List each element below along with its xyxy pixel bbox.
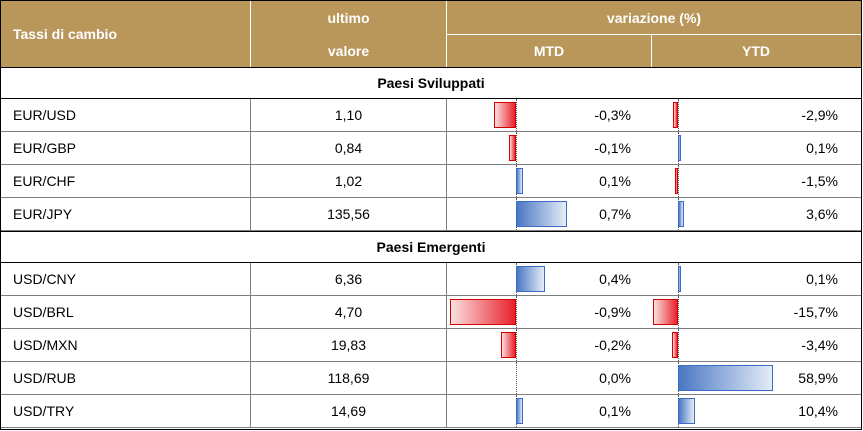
mtd-change: -0,2% (594, 337, 631, 353)
ytd-bar (678, 398, 695, 424)
currency-pair: EUR/GBP (13, 140, 77, 156)
mtd-bar (501, 332, 516, 358)
table-row: USD/CNY 6,36 0,4% 0,1% (1, 263, 861, 296)
currency-pair: USD/BRL (13, 304, 74, 320)
currency-pair: EUR/JPY (13, 206, 73, 222)
ytd-change: -3,4% (801, 337, 838, 353)
mtd-bar (516, 398, 524, 424)
section-title: Paesi Sviluppati (1, 67, 861, 99)
currency-pair: USD/RUB (13, 370, 77, 386)
mtd-change: -0,3% (594, 107, 631, 123)
ytd-bar (678, 135, 681, 161)
ytd-bar (673, 102, 678, 128)
mtd-change: 0,7% (599, 206, 631, 222)
last-value: 14,69 (330, 403, 367, 419)
mtd-change: 0,4% (599, 271, 631, 287)
mtd-bar (516, 201, 568, 227)
last-value: 0,84 (334, 140, 363, 156)
ytd-change: 0,1% (806, 140, 838, 156)
ytd-bar (652, 299, 678, 325)
currency-pair: USD/CNY (13, 271, 77, 287)
ytd-change: -15,7% (793, 304, 838, 320)
table-row: EUR/JPY 135,56 0,7% 3,6% (1, 198, 861, 231)
last-value: 6,36 (334, 271, 363, 287)
mtd-change: -0,1% (594, 140, 631, 156)
table-row: USD/TRY 14,69 0,1% 10,4% (1, 395, 861, 428)
ytd-bar (678, 266, 681, 292)
ytd-bar (672, 332, 678, 358)
currency-pair: EUR/USD (13, 107, 77, 123)
table-row: EUR/CHF 1,02 0,1% -1,5% (1, 165, 861, 198)
ytd-change: -1,5% (801, 173, 838, 189)
table-row: USD/MXN 19,83 -0,2% -3,4% (1, 329, 861, 362)
header-last-line2: valore (327, 42, 370, 59)
mtd-change: 0,1% (599, 173, 631, 189)
mtd-change: 0,0% (599, 370, 631, 386)
table-row: EUR/GBP 0,84 -0,1% 0,1% (1, 132, 861, 165)
mtd-bar (516, 266, 546, 292)
ytd-change: 0,1% (806, 271, 838, 287)
ytd-bar (678, 365, 774, 391)
section-title: Paesi Emergenti (1, 231, 861, 263)
mtd-bar (450, 299, 516, 325)
last-value: 1,10 (334, 107, 363, 123)
table-row: USD/BRL 4,70 -0,9% -15,7% (1, 296, 861, 329)
header-last-line1: ultimo (327, 9, 370, 26)
ytd-change: 10,4% (798, 403, 838, 419)
currency-pair: USD/TRY (13, 403, 75, 419)
currency-pair: USD/MXN (13, 337, 78, 353)
mtd-bar (494, 102, 516, 128)
ytd-bar (675, 168, 678, 194)
last-value: 1,02 (334, 173, 363, 189)
last-value: 4,70 (334, 304, 363, 320)
last-value: 19,83 (330, 337, 367, 353)
table-row: EUR/USD 1,10 -0,3% -2,9% (1, 99, 861, 132)
ytd-bar (678, 201, 684, 227)
currency-pair: EUR/CHF (13, 173, 76, 189)
mtd-change: -0,9% (594, 304, 631, 320)
header-change-group: variazione (%) (606, 9, 702, 26)
header-fx-rates: Tassi di cambio (13, 26, 117, 42)
ytd-change: 3,6% (806, 206, 838, 222)
ytd-change: 58,9% (798, 370, 838, 386)
mtd-change: 0,1% (599, 403, 631, 419)
mtd-bar (508, 135, 516, 161)
ytd-change: -2,9% (801, 107, 838, 123)
header-mtd: MTD (533, 42, 565, 59)
mtd-bar (516, 168, 524, 194)
header-ytd: YTD (742, 42, 770, 59)
last-value: 135,56 (327, 206, 370, 222)
table-header: Tassi di cambio ultimo valore variazione… (1, 1, 861, 67)
last-value: 118,69 (327, 370, 370, 386)
table-row: USD/RUB 118,69 0,0% 58,9% (1, 362, 861, 395)
